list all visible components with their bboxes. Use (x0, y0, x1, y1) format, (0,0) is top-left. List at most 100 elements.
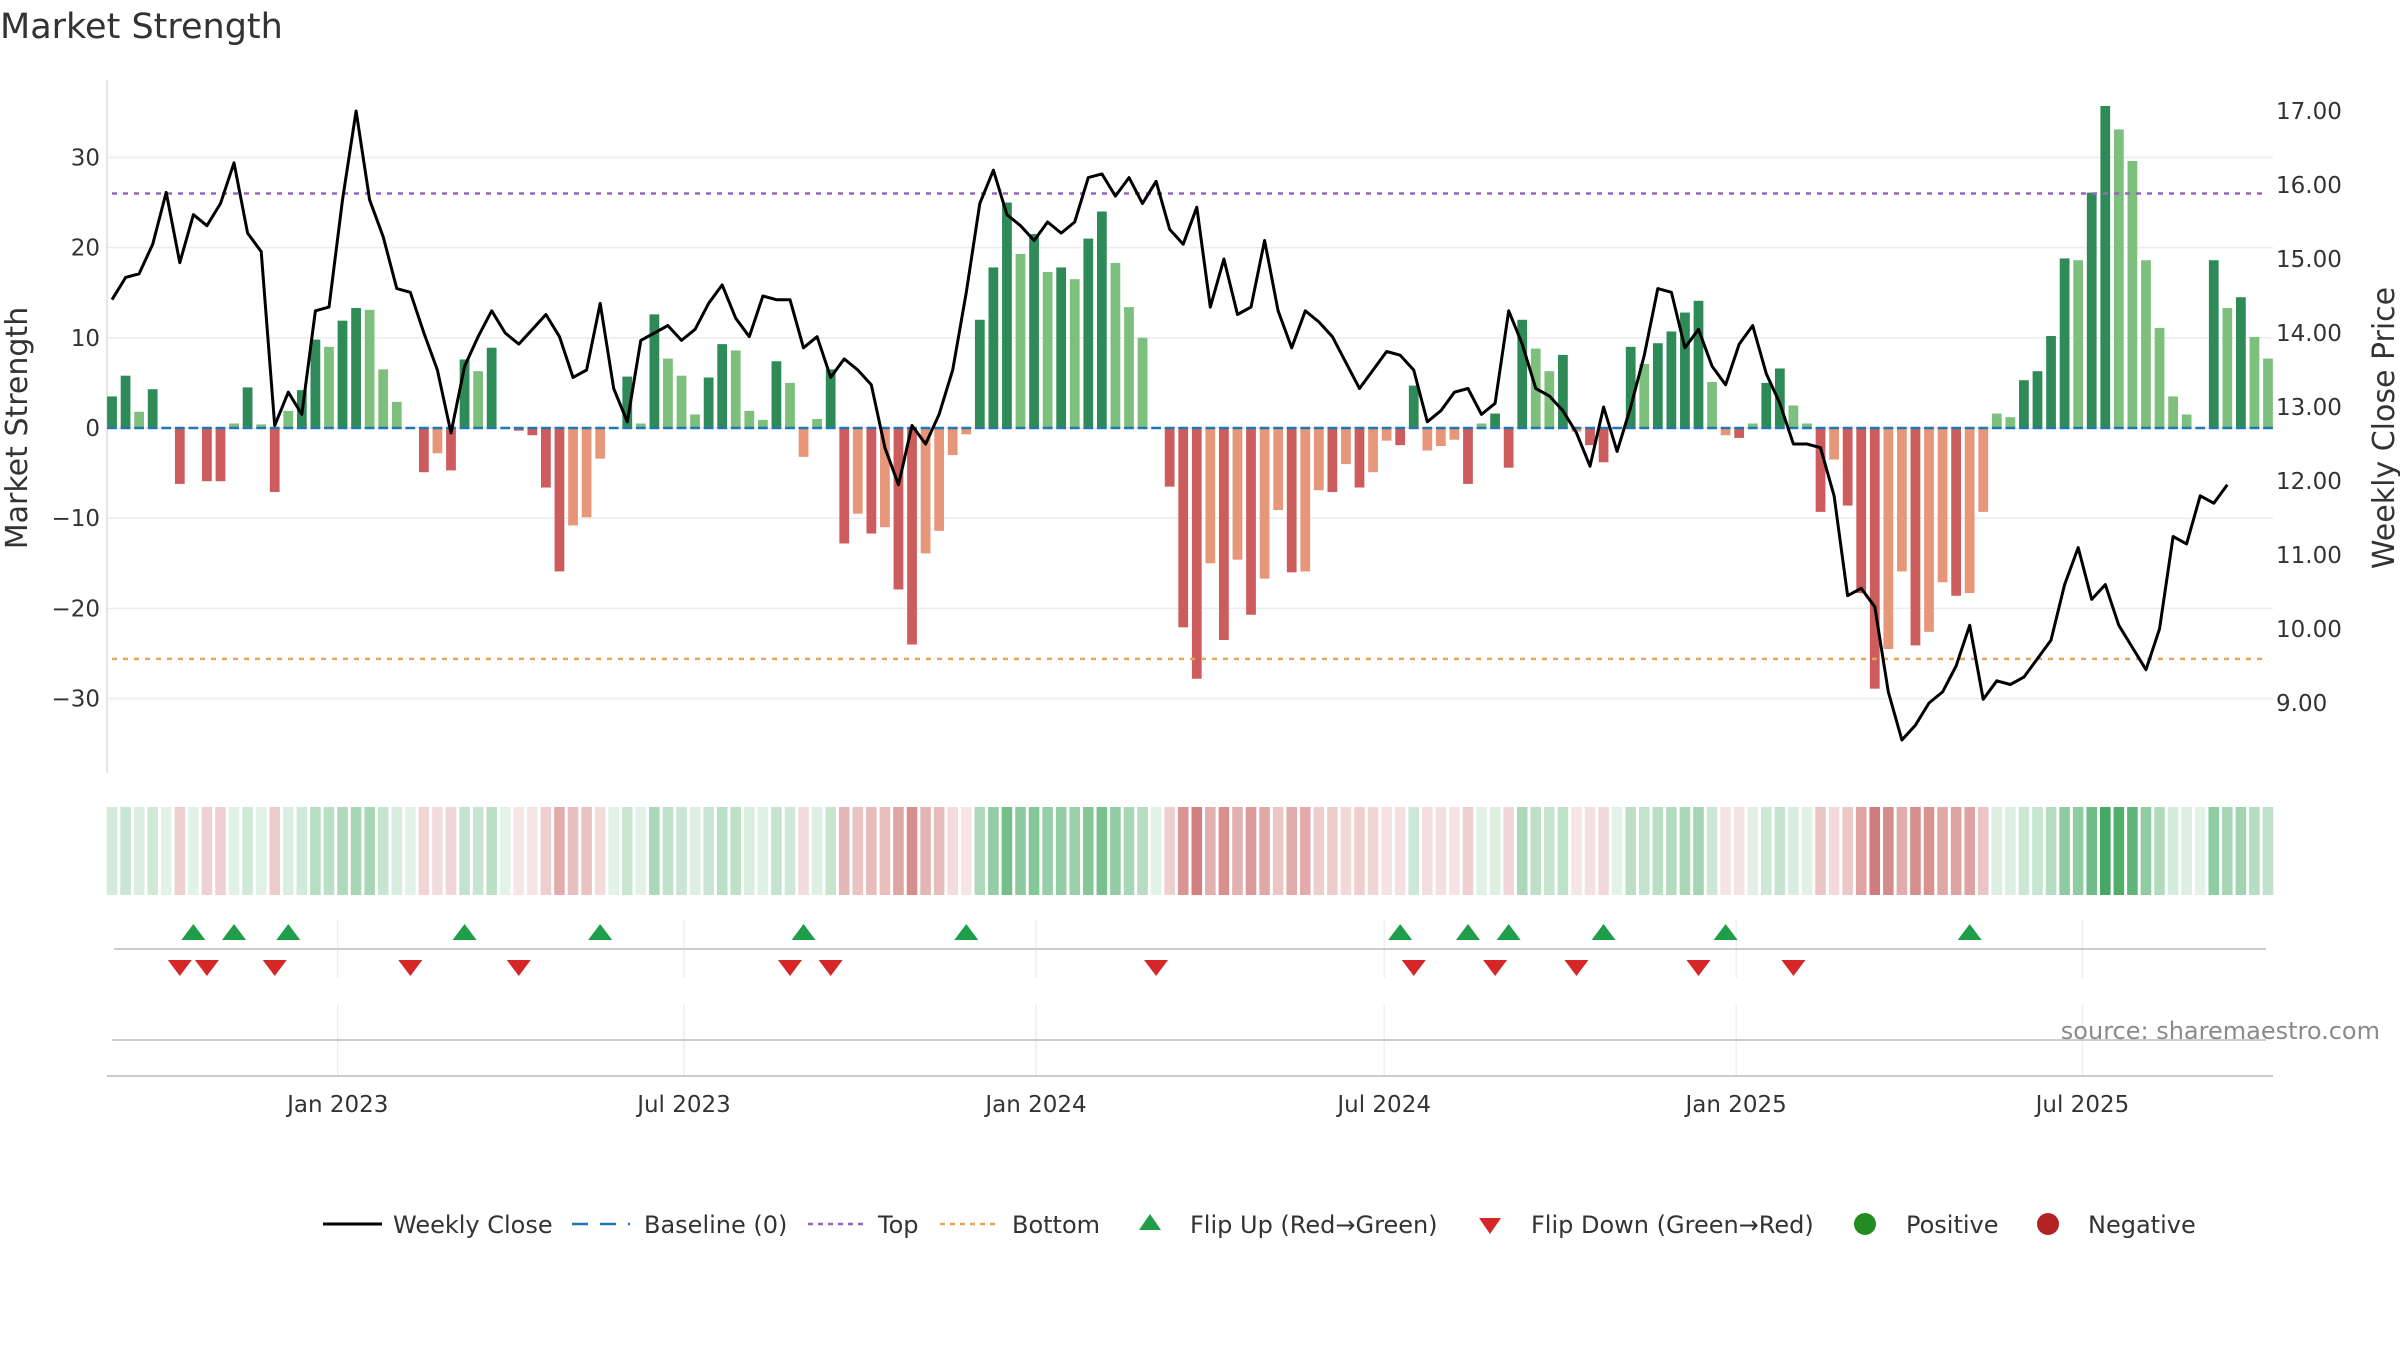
heat-cell (1449, 807, 1460, 895)
strength-bar (907, 428, 917, 645)
strength-bar (1598, 428, 1609, 463)
heat-cell (825, 807, 836, 895)
y-tick-label: 20 (71, 236, 100, 262)
strength-bar (1449, 428, 1460, 440)
strength-bar (1476, 423, 1487, 428)
strength-bar (581, 428, 592, 518)
strength-bar (2086, 192, 2097, 428)
strength-bar (1096, 211, 1107, 428)
heat-cell (567, 807, 579, 895)
legend-flip-up: Flip Up (Red→Green) (1190, 1211, 1438, 1239)
strength-bar (1205, 428, 1216, 564)
y-tick-label: 30 (71, 145, 100, 171)
heat-cell (1272, 807, 1284, 895)
strength-bar (1558, 354, 1568, 428)
strength-bar (1856, 428, 1867, 594)
y2-tick-label: 9.00 (2276, 691, 2327, 717)
heat-cell (1747, 807, 1759, 895)
strength-bar (568, 428, 578, 526)
strength-bar (1666, 331, 1677, 428)
strength-bars (107, 105, 2273, 689)
y2-axis-label: Weekly Close Price (2367, 287, 2400, 569)
strength-bar (1300, 428, 1311, 572)
heat-cell (1232, 807, 1243, 895)
heat-cell (1652, 807, 1664, 895)
heat-cell (1733, 807, 1745, 895)
heat-cell (649, 807, 660, 895)
strength-bar (1124, 307, 1134, 428)
strength-bar (690, 414, 700, 428)
strength-bar (2181, 414, 2192, 428)
heat-cell (1015, 807, 1026, 895)
strength-bar (215, 428, 226, 482)
heat-cell (499, 807, 511, 895)
heat-cell (1367, 807, 1379, 895)
strength-bar (337, 320, 348, 428)
heat-cell (2032, 807, 2043, 895)
flip-up-marker (181, 924, 206, 940)
flip-up-marker (954, 924, 979, 940)
strength-bar (1056, 267, 1067, 428)
heat-cell (1937, 807, 1948, 895)
heat-cell (1422, 807, 1433, 895)
x-axis-ticks: Jan 2023 Jul 2023 Jan 2024 Jul 2024 Jan 2025… (285, 1092, 2129, 1118)
flip-up-marker (1496, 924, 1521, 940)
strength-bar (2141, 260, 2151, 428)
heat-cell (120, 807, 131, 895)
heat-cell (621, 807, 633, 895)
strength-bar (947, 428, 958, 456)
strength-bar (486, 347, 497, 428)
heat-cell (1286, 807, 1297, 895)
strength-bar (961, 428, 972, 435)
heat-cell (1910, 807, 1921, 895)
flip-up-marker (452, 924, 477, 940)
strength-bar (1422, 428, 1433, 451)
heat-cell (405, 807, 416, 895)
y-tick-label: −30 (51, 687, 100, 713)
strength-bar (1815, 428, 1826, 512)
strength-bar (1435, 428, 1446, 447)
strength-bar (527, 428, 538, 436)
heat-cell (784, 807, 796, 895)
heat-cell (2140, 807, 2152, 895)
strength-bar (120, 375, 131, 428)
heat-cell (1666, 807, 1677, 895)
legend-flip-down: Flip Down (Green→Red) (1531, 1211, 1814, 1239)
y-tick-label: −10 (51, 506, 100, 532)
heat-cell (594, 807, 606, 895)
flip-up-marker (791, 924, 816, 940)
legend-positive-swatch (1854, 1213, 1876, 1235)
heat-cell (893, 807, 904, 895)
strength-bar (310, 339, 321, 428)
strength-bar (812, 418, 822, 428)
heat-cell (1503, 807, 1514, 895)
strength-bar (1585, 428, 1595, 446)
strength-bar (2113, 129, 2124, 429)
heat-cell (2045, 807, 2057, 895)
strength-bar (378, 369, 389, 428)
heat-cell (1883, 807, 1894, 895)
heat-cell (527, 807, 538, 895)
heat-cell (2018, 807, 2030, 895)
heat-cell (2154, 807, 2165, 895)
lower-panels-grid (336, 920, 2084, 1076)
strength-bar (825, 369, 836, 428)
strength-bar (1978, 428, 1989, 512)
flip-down-marker (1564, 960, 1589, 976)
heat-cell (350, 807, 362, 895)
heat-cell (1299, 807, 1311, 895)
heat-cell (160, 807, 172, 895)
strength-bar (1002, 202, 1012, 428)
strength-bar (351, 308, 361, 428)
heat-cell (716, 807, 728, 895)
strength-bar (649, 314, 660, 428)
strength-bar (554, 428, 565, 572)
heat-cell (1557, 807, 1569, 895)
strength-bar (1693, 300, 1704, 428)
heat-cell (2181, 807, 2192, 895)
strength-bar (1191, 428, 1202, 679)
heat-cell (2059, 807, 2070, 895)
strength-bar (432, 428, 443, 454)
strength-bar (920, 428, 931, 554)
heat-cell (391, 807, 403, 895)
